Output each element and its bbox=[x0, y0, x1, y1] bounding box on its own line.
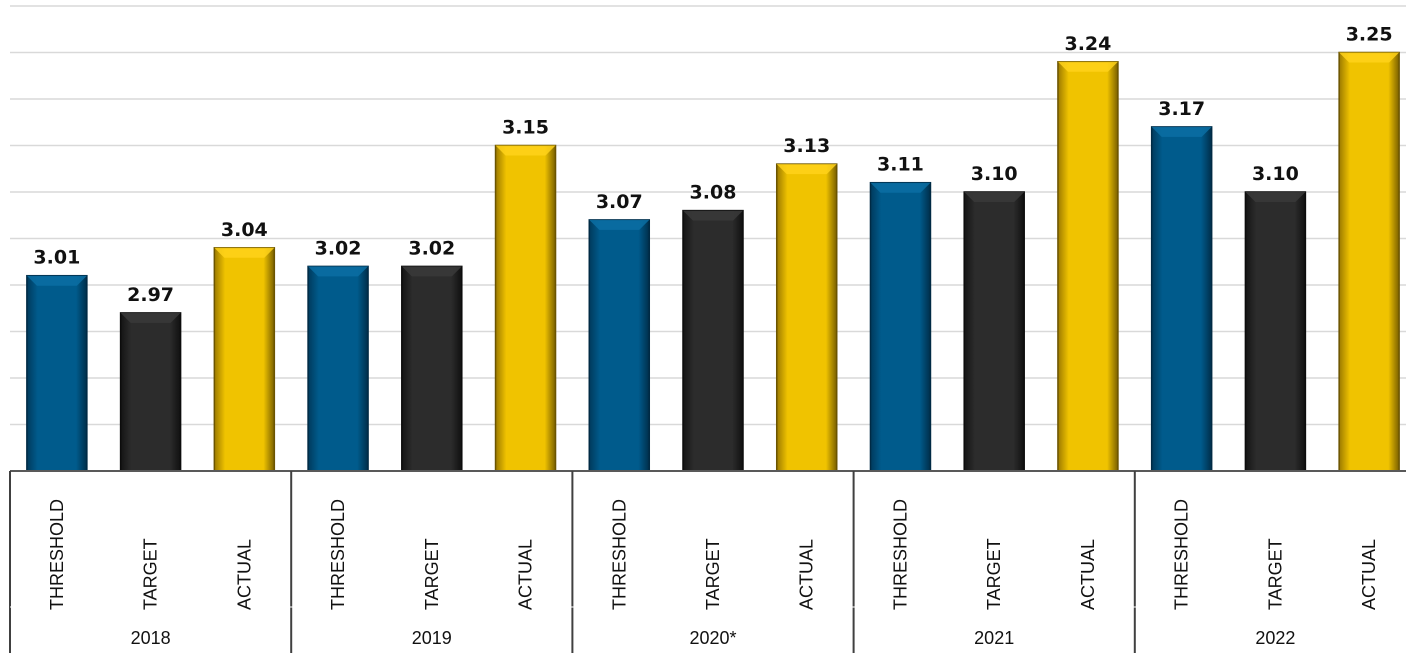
bar-threshold-2021 bbox=[869, 181, 932, 472]
bars bbox=[26, 51, 1400, 472]
bar-bevel bbox=[308, 266, 369, 277]
bar-threshold-2019 bbox=[307, 265, 369, 472]
value-label: 3.01 bbox=[33, 247, 80, 269]
value-label: 3.24 bbox=[1064, 33, 1111, 55]
bar-bevel bbox=[589, 219, 650, 230]
category-label: TARGET bbox=[703, 538, 723, 610]
category-label: ACTUAL bbox=[797, 539, 817, 610]
bar-bevel bbox=[1245, 192, 1306, 202]
bar-target-2022 bbox=[1244, 191, 1307, 472]
group-label-2019: 2019 bbox=[412, 628, 452, 648]
bar-bevel bbox=[1057, 61, 1118, 72]
bar-threshold-2022 bbox=[1150, 126, 1213, 472]
bar-bevel bbox=[26, 275, 87, 286]
bar-bevel bbox=[776, 164, 837, 175]
bar-actual-2018 bbox=[213, 247, 276, 472]
category-label: TARGET bbox=[1265, 538, 1285, 610]
bar-bevel bbox=[964, 192, 1025, 202]
bar-target-2021 bbox=[963, 191, 1025, 472]
category-label: THRESHOLD bbox=[890, 499, 910, 610]
bar-threshold-2020 bbox=[588, 219, 651, 472]
group-label-2018: 2018 bbox=[131, 628, 171, 648]
value-label: 2.97 bbox=[127, 284, 174, 306]
bar-actual-2019 bbox=[494, 144, 557, 472]
category-label: ACTUAL bbox=[516, 539, 536, 610]
bar-bevel bbox=[120, 312, 181, 323]
bar-threshold-2018 bbox=[26, 274, 88, 472]
value-label: 3.13 bbox=[783, 135, 830, 157]
value-label: 3.04 bbox=[221, 219, 268, 241]
bar-target-2020 bbox=[682, 209, 744, 472]
value-label: 3.10 bbox=[971, 163, 1018, 185]
bar-target-2018 bbox=[119, 312, 182, 472]
category-axis: THRESHOLD TARGET ACTUAL 2018 THRESHOLD TARGET… bbox=[9, 470, 1406, 653]
value-label: 3.15 bbox=[502, 117, 549, 139]
value-label: 3.08 bbox=[690, 182, 737, 204]
value-label: 3.02 bbox=[408, 237, 455, 259]
bar-bevel bbox=[214, 247, 275, 258]
bar-bevel bbox=[401, 266, 462, 277]
category-label: TARGET bbox=[984, 538, 1004, 610]
category-label: TARGET bbox=[422, 538, 442, 610]
value-label: 3.11 bbox=[877, 154, 924, 176]
bar-bevel bbox=[495, 145, 556, 156]
bar-actual-2021 bbox=[1057, 61, 1119, 472]
value-label: 3.25 bbox=[1346, 24, 1393, 46]
value-labels: 3.01 2.97 3.04 3.02 3.02 3.15 3.07 3.08 3.13 3.11… bbox=[33, 24, 1392, 306]
bar-bevel bbox=[1339, 52, 1400, 63]
group-label-2021: 2021 bbox=[974, 628, 1014, 648]
value-label: 3.02 bbox=[315, 237, 362, 259]
category-label: THRESHOLD bbox=[328, 499, 348, 610]
value-label: 3.07 bbox=[596, 191, 643, 213]
category-label: ACTUAL bbox=[234, 539, 254, 610]
bar-bevel bbox=[870, 182, 931, 193]
group-label-2022: 2022 bbox=[1255, 628, 1295, 648]
category-label: THRESHOLD bbox=[609, 499, 629, 610]
bar-target-2019 bbox=[401, 265, 463, 472]
category-label: THRESHOLD bbox=[1172, 499, 1192, 610]
category-label: ACTUAL bbox=[1359, 539, 1379, 610]
value-label: 3.10 bbox=[1252, 163, 1299, 185]
category-label: ACTUAL bbox=[1078, 539, 1098, 610]
category-label: TARGET bbox=[141, 538, 161, 610]
bar-actual-2022 bbox=[1338, 51, 1400, 472]
value-label: 3.17 bbox=[1158, 98, 1205, 120]
category-label: THRESHOLD bbox=[47, 499, 67, 610]
group-label-2020: 2020* bbox=[689, 628, 736, 648]
bar-bevel bbox=[683, 210, 743, 221]
bar-bevel bbox=[1151, 126, 1212, 137]
bar-actual-2020 bbox=[775, 163, 838, 472]
